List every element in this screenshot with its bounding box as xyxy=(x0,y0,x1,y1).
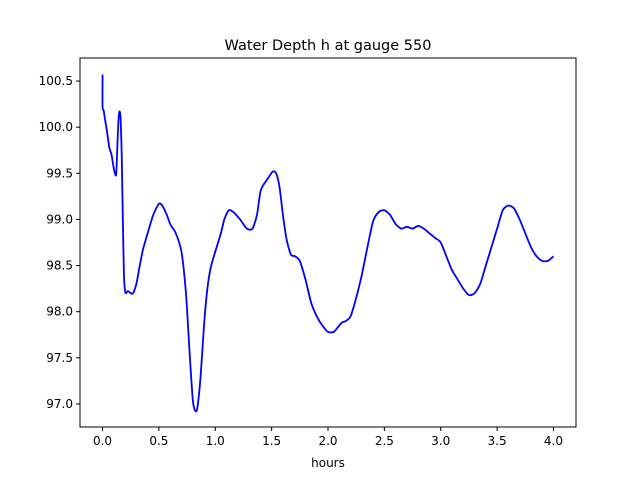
y-tick-label: 99.0 xyxy=(46,212,73,226)
y-tick-label: 97.0 xyxy=(46,397,73,411)
y-tick-label: 97.5 xyxy=(46,351,73,365)
y-tick-label: 100.0 xyxy=(39,120,73,134)
x-tick-label: 3.5 xyxy=(488,434,507,448)
series-line xyxy=(101,74,555,413)
x-tick-label: 4.0 xyxy=(544,434,563,448)
x-tick-label: 1.5 xyxy=(262,434,281,448)
axes-frame xyxy=(79,57,577,428)
chart-title: Water Depth h at gauge 550 xyxy=(225,38,432,54)
y-tick-label: 98.0 xyxy=(46,305,73,319)
y-tick-label: 99.5 xyxy=(46,166,73,180)
x-tick-label: 0.0 xyxy=(93,434,112,448)
y-tick-label: 100.5 xyxy=(39,74,73,88)
x-tick-label: 3.0 xyxy=(431,434,450,448)
x-tick-label: 2.0 xyxy=(318,434,337,448)
x-tick-label: 2.5 xyxy=(375,434,394,448)
x-axis-label: hours xyxy=(311,456,345,470)
y-tick-label: 98.5 xyxy=(46,259,73,273)
x-tick-label: 0.5 xyxy=(149,434,168,448)
x-tick-label: 1.0 xyxy=(206,434,225,448)
plot-area: 0.0 0.5 1.0 1.5 2.0 2.5 3.0 3.5 4.0 97.0 97.5 98.0 9… xyxy=(39,74,563,448)
